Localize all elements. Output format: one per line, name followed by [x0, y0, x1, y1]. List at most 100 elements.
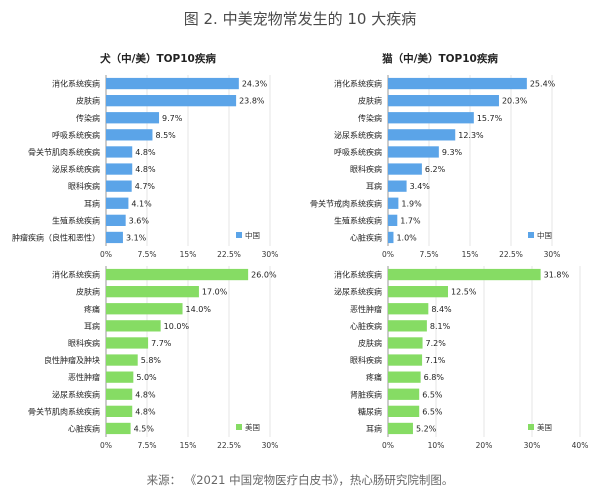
legend-swatch — [528, 424, 534, 430]
category-label: 眼科疾病 — [350, 355, 382, 365]
x-tick-label: 7.5% — [419, 250, 438, 259]
bar — [388, 95, 499, 107]
value-label: 20.3% — [502, 97, 528, 106]
chart-panel-2: 猫（中/美）TOP10疾病 0% 7.5% 15% 22.5% 30% 消化系统疾病 25.4… — [310, 52, 560, 259]
value-label: 4.8% — [135, 148, 156, 157]
bar — [106, 231, 123, 244]
category-label: 骨关节肌肉系统疾病 — [28, 147, 100, 157]
legend-label: 中国 — [537, 230, 552, 240]
category-label: 消化系统疾病 — [334, 79, 382, 89]
bar — [106, 268, 249, 281]
value-label: 9.3% — [442, 148, 463, 157]
legend-label: 中国 — [245, 230, 260, 240]
bar — [388, 268, 541, 281]
value-label: 6.5% — [422, 390, 443, 399]
bar — [388, 77, 527, 90]
x-tick-label: 0% — [100, 441, 112, 450]
value-label: 23.8% — [239, 97, 265, 106]
category-label: 生殖系统疾病 — [52, 215, 100, 225]
figure-source: 来源： 《2021 中国宠物医疗白皮书》，热心肠研究院制图。 — [146, 473, 454, 487]
bar — [106, 129, 153, 141]
x-tick-label: 20% — [476, 441, 493, 450]
chart-panel-4: 0% 10% 20% 30% 40% 消化系统疾病 31.8% 泌尿系统疾病 12.5% 恶性肿瘤… — [334, 266, 588, 450]
x-tick-label: 30% — [262, 441, 279, 450]
category-label: 疼痛 — [366, 372, 382, 382]
bar — [388, 388, 420, 400]
bar — [106, 354, 138, 366]
category-label: 眼科疾病 — [350, 164, 382, 174]
x-tick-label: 22.5% — [499, 250, 523, 259]
category-label: 疼痛 — [84, 304, 100, 314]
value-label: 15.7% — [477, 114, 503, 123]
x-tick-label: 7.5% — [137, 250, 156, 259]
category-label: 糖尿病 — [358, 406, 382, 416]
category-label: 耳病 — [366, 423, 382, 433]
bar — [106, 163, 133, 175]
value-label: 3.1% — [126, 233, 147, 242]
value-label: 7.1% — [425, 356, 446, 365]
value-label: 17.0% — [202, 288, 228, 297]
bar — [106, 320, 161, 332]
value-label: 4.7% — [135, 182, 156, 191]
bar — [388, 303, 429, 315]
category-label: 皮肤病 — [358, 338, 382, 348]
value-label: 12.3% — [458, 131, 484, 140]
category-label: 呼吸系统疾病 — [52, 130, 100, 140]
value-label: 25.4% — [530, 80, 556, 89]
x-tick-label: 10% — [428, 441, 445, 450]
category-label: 心脏疾病 — [350, 321, 382, 331]
x-tick-label: 22.5% — [217, 441, 241, 450]
value-label: 6.2% — [425, 165, 446, 174]
bar — [388, 337, 423, 349]
bar — [388, 197, 399, 209]
legend-swatch — [236, 424, 242, 430]
value-label: 4.8% — [135, 165, 156, 174]
category-label: 耳病 — [84, 321, 100, 331]
x-tick-label: 0% — [382, 250, 394, 259]
x-tick-label: 30% — [544, 250, 561, 259]
bar — [106, 405, 133, 417]
bar — [388, 405, 420, 417]
legend-swatch — [528, 232, 534, 238]
x-tick-label: 30% — [262, 250, 279, 259]
bar — [106, 77, 239, 90]
chart-panel-1: 犬（中/美）TOP10疾病 0% 7.5% 15% 22.5% 30% 消化系统疾病 24.3… — [12, 52, 278, 259]
figure-title: 图 2. 中美宠物常发生的 10 大疾病 — [183, 10, 417, 28]
x-tick-label: 0% — [100, 250, 112, 259]
chart-panel-3: 0% 7.5% 15% 22.5% 30% 消化系统疾病 26.0% 皮肤病 17.0% 疼痛 14… — [28, 266, 278, 450]
x-tick-label: 15% — [462, 250, 479, 259]
bar — [388, 129, 456, 141]
x-tick-label: 15% — [180, 441, 197, 450]
bar — [388, 180, 407, 192]
category-label: 泌尿系统疾病 — [334, 287, 382, 297]
category-label: 心脏疾病 — [68, 423, 100, 433]
category-label: 骨关节戒肉系统疾病 — [310, 198, 382, 208]
bar — [106, 197, 129, 209]
x-tick-label: 0% — [382, 441, 394, 450]
category-label: 肾脏疾病 — [350, 389, 382, 399]
category-label: 泌尿系统疾病 — [52, 164, 100, 174]
legend: 中国 — [528, 230, 552, 240]
bar — [106, 286, 199, 298]
category-label: 传染病 — [76, 113, 100, 123]
value-label: 14.0% — [186, 305, 212, 314]
legend: 美国 — [528, 422, 552, 432]
bar — [388, 163, 422, 175]
value-label: 26.0% — [251, 271, 277, 280]
legend-label: 美国 — [245, 422, 260, 432]
category-label: 耳病 — [84, 198, 100, 208]
category-label: 消化系统疾病 — [334, 270, 382, 280]
bar — [388, 231, 394, 244]
value-label: 1.9% — [401, 199, 422, 208]
value-label: 3.6% — [129, 216, 150, 225]
bar — [388, 371, 421, 383]
panel-title: 猫（中/美）TOP10疾病 — [381, 52, 498, 65]
x-tick-label: 40% — [572, 441, 589, 450]
bar — [106, 214, 126, 226]
x-tick-label: 15% — [180, 250, 197, 259]
bar — [388, 422, 413, 435]
bar — [106, 180, 132, 192]
value-label: 10.0% — [164, 322, 190, 331]
value-label: 12.5% — [451, 288, 477, 297]
